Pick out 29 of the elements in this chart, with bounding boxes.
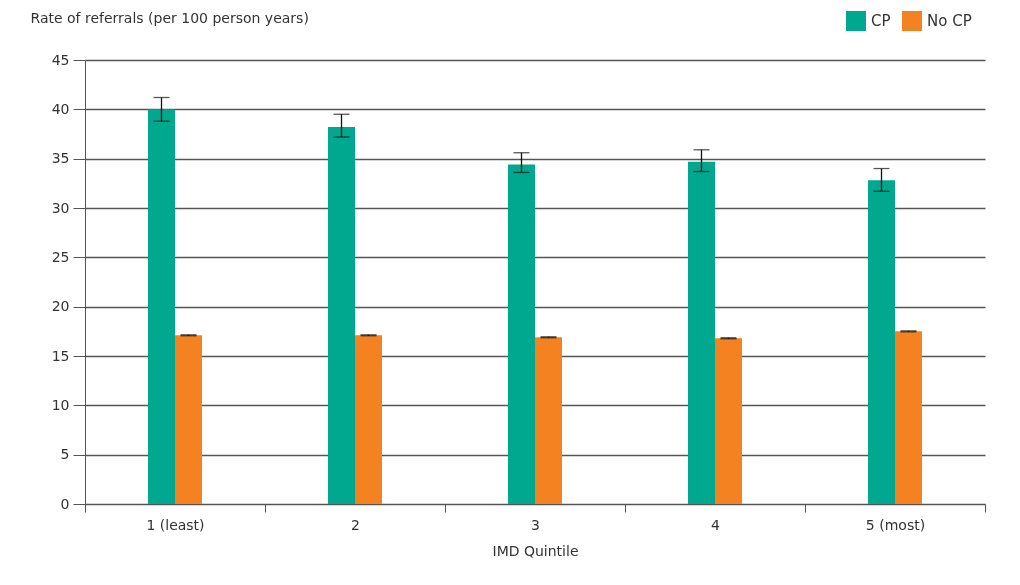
bar — [175, 335, 202, 504]
y-tick-label: 20 — [51, 298, 70, 315]
y-tick-label: 0 — [60, 495, 70, 512]
y-tick-label: 45 — [51, 51, 70, 68]
y-tick-label: 35 — [51, 150, 70, 167]
legend-label: No CP — [927, 12, 972, 30]
y-tick-label: 30 — [51, 199, 70, 216]
x-tick-label: 2 — [351, 516, 360, 533]
bar — [688, 161, 715, 504]
y-tick-label: 25 — [51, 248, 70, 265]
bar — [355, 335, 382, 504]
bar — [328, 127, 355, 504]
y-tick-label: 10 — [51, 396, 70, 413]
y-axis-title: Rate of referrals (per 100 person years) — [30, 9, 309, 26]
legend-label: CP — [871, 12, 891, 30]
x-tick-label: 3 — [531, 516, 540, 533]
x-tick-label: 4 — [711, 516, 721, 533]
bar — [535, 337, 562, 504]
x-axis-title: IMD Quintile — [492, 542, 579, 559]
bar — [895, 331, 922, 504]
y-tick-label: 15 — [51, 347, 70, 364]
y-tick-label: 5 — [60, 446, 70, 463]
x-tick-label: 5 (most) — [865, 516, 926, 533]
x-tick-label: 1 (least) — [146, 516, 205, 533]
bar — [508, 164, 535, 504]
bar — [868, 180, 895, 504]
bar — [148, 109, 175, 504]
bar — [715, 338, 742, 504]
y-tick-label: 40 — [51, 100, 70, 117]
